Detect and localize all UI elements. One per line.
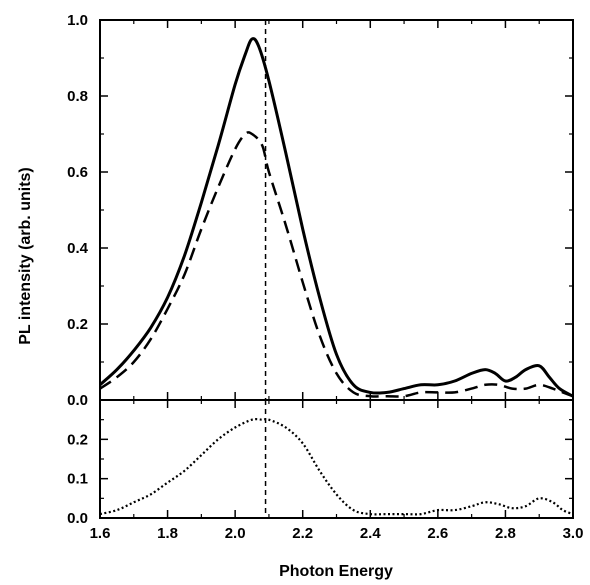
x-tick-label: 2.0 <box>225 525 246 542</box>
top-frame <box>99 19 574 401</box>
top-series-dashed <box>99 131 574 398</box>
top-y-tick-label: 1.0 <box>67 12 88 29</box>
x-tick-label: 2.6 <box>427 525 448 542</box>
y-axis-label: PL intensity (arb. units) <box>17 167 34 345</box>
top-series-solid <box>99 37 574 398</box>
bottom-frame <box>99 399 574 519</box>
top-y-tick-label: 0.6 <box>67 164 88 181</box>
bottom-series-dotted <box>99 418 574 516</box>
top-panel: 0.0 0.2 0.4 0.6 0.8 1.0 <box>67 12 574 409</box>
top-y-tick-label: 0.4 <box>67 240 89 257</box>
top-y-tick-label: 0.2 <box>67 316 88 333</box>
x-tick-label: 3.0 <box>563 525 584 542</box>
x-tick-label: 2.2 <box>292 525 313 542</box>
x-tick-label: 1.8 <box>157 525 178 542</box>
x-tick-label: 2.4 <box>360 525 382 542</box>
bottom-panel: 1.6 1.8 2.0 2.2 2.4 2.6 2.8 3.0 0.0 0.1 0.2 <box>67 399 584 542</box>
x-tick-label: 1.6 <box>90 525 111 542</box>
x-axis-label: Photon Energy <box>279 563 393 580</box>
bottom-y-tick-label: 0.1 <box>67 471 88 488</box>
x-tick-label: 2.8 <box>495 525 516 542</box>
top-y-tick-label: 0.0 <box>67 392 88 409</box>
bottom-y-tick-label: 0.0 <box>67 510 88 527</box>
bottom-y-tick-label: 0.2 <box>67 431 88 448</box>
top-y-tick-label: 0.8 <box>67 88 88 105</box>
